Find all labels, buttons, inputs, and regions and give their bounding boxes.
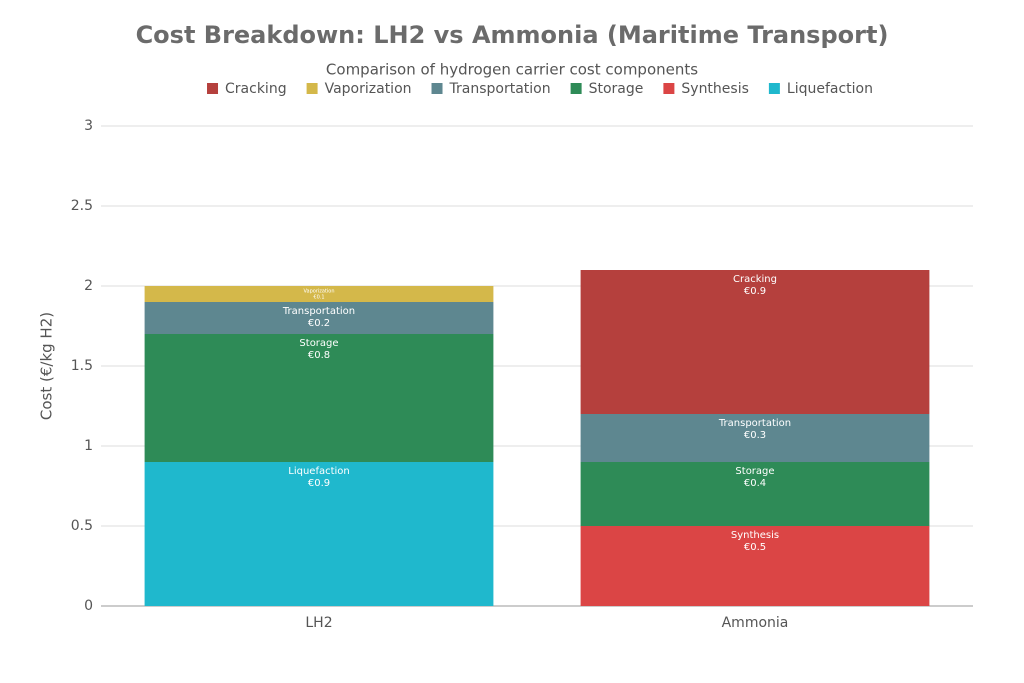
y-tick-label: 2 [84,278,93,294]
bar-segment [144,334,494,462]
segment-name: Vaporization [303,289,334,295]
bar-segment [580,270,930,414]
segment-name: Liquefaction [288,466,350,477]
chart-title: Cost Breakdown: LH2 vs Ammonia (Maritime… [136,21,889,49]
legend-swatch [663,83,675,94]
segment-name: Synthesis [731,530,779,541]
bar-segment [144,286,494,302]
x-tick-label: LH2 [305,615,332,631]
y-tick-label: 0 [84,598,93,614]
legend-label: Vaporization [325,81,412,97]
segment-name: Transportation [282,306,355,317]
legend: Cracking Vaporization Transportation Storag… [207,81,873,97]
y-tick-label: 1.5 [71,358,93,374]
bar-segment [580,414,930,462]
segment-value-label: €0.9 [308,478,330,489]
legend-swatch [431,83,443,94]
bar-segment [144,462,494,606]
legend-swatch [768,83,780,94]
x-tick-label: Ammonia [722,615,789,631]
segment-value-label: €0.4 [744,478,766,489]
segment-name: Transportation [718,418,791,429]
y-tick-label: 3 [84,118,93,134]
y-tick-label: 0.5 [71,518,93,534]
segment-name: Storage [735,466,774,477]
legend-label: Transportation [449,81,551,97]
bar-segment [580,462,930,526]
segment-value-label: €0.5 [744,542,766,553]
segment-name: Cracking [733,274,777,285]
bar-segment [144,302,494,334]
legend-swatch [570,83,582,94]
y-tick-label: 1 [84,438,93,454]
chart-subtitle: Comparison of hydrogen carrier cost comp… [326,61,698,79]
segment-value-label: €0.2 [308,318,330,329]
segment-value-label: €0.8 [308,350,330,361]
legend-label: Storage [589,81,644,97]
legend-label: Synthesis [681,81,749,97]
segment-value-label: €0.3 [744,430,766,441]
bar-segment [580,526,930,606]
y-axis-label: Cost (€/kg H2) [38,312,56,420]
legend-label: Liquefaction [787,81,873,97]
legend-label: Cracking [225,81,287,97]
y-tick-label: 2.5 [71,198,93,214]
legend-swatch [207,83,219,94]
segment-value-label: €0.1 [313,295,324,301]
legend-swatch [306,83,318,94]
segment-value-label: €0.9 [744,286,766,297]
segment-name: Storage [299,338,338,349]
